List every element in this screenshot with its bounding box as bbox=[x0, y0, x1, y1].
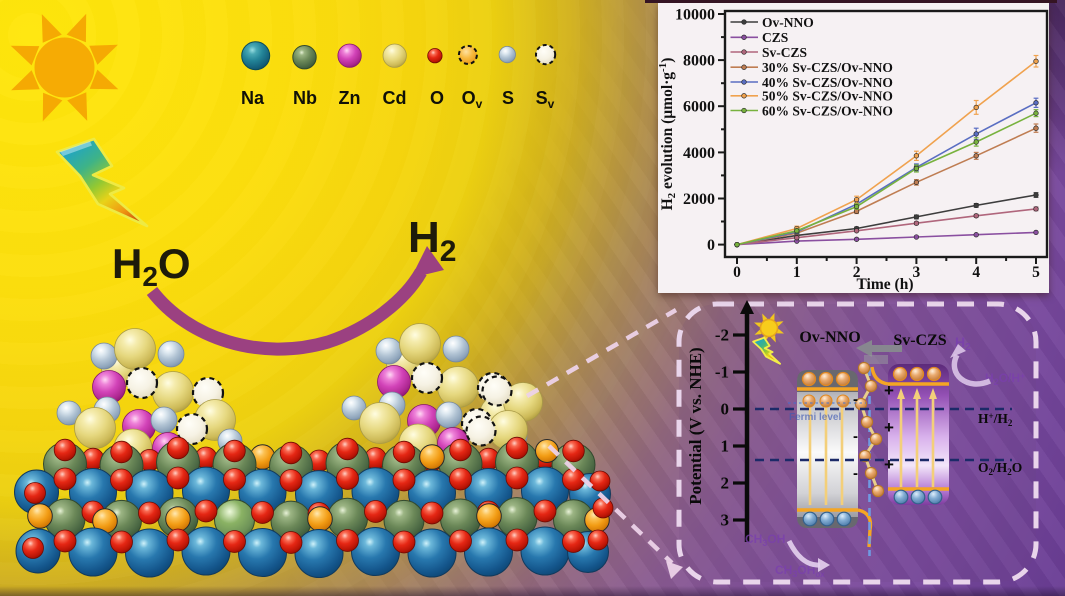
svg-text:O: O bbox=[430, 88, 444, 108]
svg-text:6000: 6000 bbox=[683, 99, 715, 116]
svg-text:1: 1 bbox=[721, 437, 730, 456]
svg-text:-: - bbox=[853, 391, 858, 408]
svg-text:Sv: Sv bbox=[536, 88, 555, 111]
svg-text:60% Sv-CZS/Ov-NNO: 60% Sv-CZS/Ov-NNO bbox=[762, 103, 893, 118]
svg-text:40% Sv-CZS/Ov-NNO: 40% Sv-CZS/Ov-NNO bbox=[762, 75, 893, 90]
svg-text:S: S bbox=[502, 88, 514, 108]
svg-text:+: + bbox=[884, 381, 894, 400]
svg-text:Sv-CZS: Sv-CZS bbox=[762, 45, 807, 60]
svg-text:H2O: H2O bbox=[112, 240, 191, 292]
svg-text:3: 3 bbox=[721, 511, 730, 530]
svg-text:Cd: Cd bbox=[383, 88, 407, 108]
svg-text:2: 2 bbox=[721, 474, 730, 493]
svg-text:4: 4 bbox=[972, 264, 980, 281]
svg-text:1: 1 bbox=[793, 264, 801, 281]
svg-text:-: - bbox=[853, 428, 858, 445]
svg-text:CH3OH: CH3OH bbox=[745, 532, 785, 548]
svg-text:Time (h): Time (h) bbox=[857, 276, 914, 293]
svg-text:50% Sv-CZS/Ov-NNO: 50% Sv-CZS/Ov-NNO bbox=[762, 89, 893, 104]
svg-text:Zn: Zn bbox=[339, 88, 361, 108]
svg-text:3: 3 bbox=[913, 264, 921, 281]
svg-text:CZS: CZS bbox=[762, 30, 788, 45]
svg-text:-2: -2 bbox=[715, 326, 729, 345]
svg-text:10000: 10000 bbox=[675, 7, 715, 24]
svg-text:+: + bbox=[884, 418, 894, 437]
svg-text:-1: -1 bbox=[715, 363, 729, 382]
svg-text:Nb: Nb bbox=[293, 88, 317, 108]
svg-text:Na: Na bbox=[241, 88, 265, 108]
svg-text:Ov-NNO: Ov-NNO bbox=[762, 15, 814, 30]
svg-text:2000: 2000 bbox=[683, 191, 715, 208]
svg-text:0: 0 bbox=[721, 400, 730, 419]
svg-text:5: 5 bbox=[1032, 264, 1040, 281]
svg-text:H2: H2 bbox=[408, 213, 456, 268]
svg-text:Ov: Ov bbox=[462, 88, 483, 111]
svg-text:30% Sv-CZS/Ov-NNO: 30% Sv-CZS/Ov-NNO bbox=[762, 60, 893, 75]
svg-text:8000: 8000 bbox=[683, 53, 715, 70]
svg-text:Potential (V vs. NHE): Potential (V vs. NHE) bbox=[686, 347, 705, 504]
svg-text:Fermi level: Fermi level bbox=[789, 412, 841, 423]
svg-text:+: + bbox=[884, 455, 894, 474]
svg-text:2: 2 bbox=[853, 264, 861, 281]
svg-text:-: - bbox=[853, 465, 858, 482]
svg-text:H2 evolution (µmol·g-1): H2 evolution (µmol·g-1) bbox=[658, 58, 678, 211]
svg-text:O2/H2O: O2/H2O bbox=[978, 460, 1022, 477]
svg-text:Ov-NNO: Ov-NNO bbox=[799, 329, 860, 346]
svg-text:Sv-CZS: Sv-CZS bbox=[893, 332, 946, 349]
svg-text:4000: 4000 bbox=[683, 145, 715, 162]
svg-text:0: 0 bbox=[733, 264, 741, 281]
svg-text:H+/H2: H+/H2 bbox=[978, 411, 1013, 428]
svg-text:H2O/H+: H2O/H+ bbox=[985, 371, 1025, 387]
svg-text:0: 0 bbox=[707, 237, 715, 254]
